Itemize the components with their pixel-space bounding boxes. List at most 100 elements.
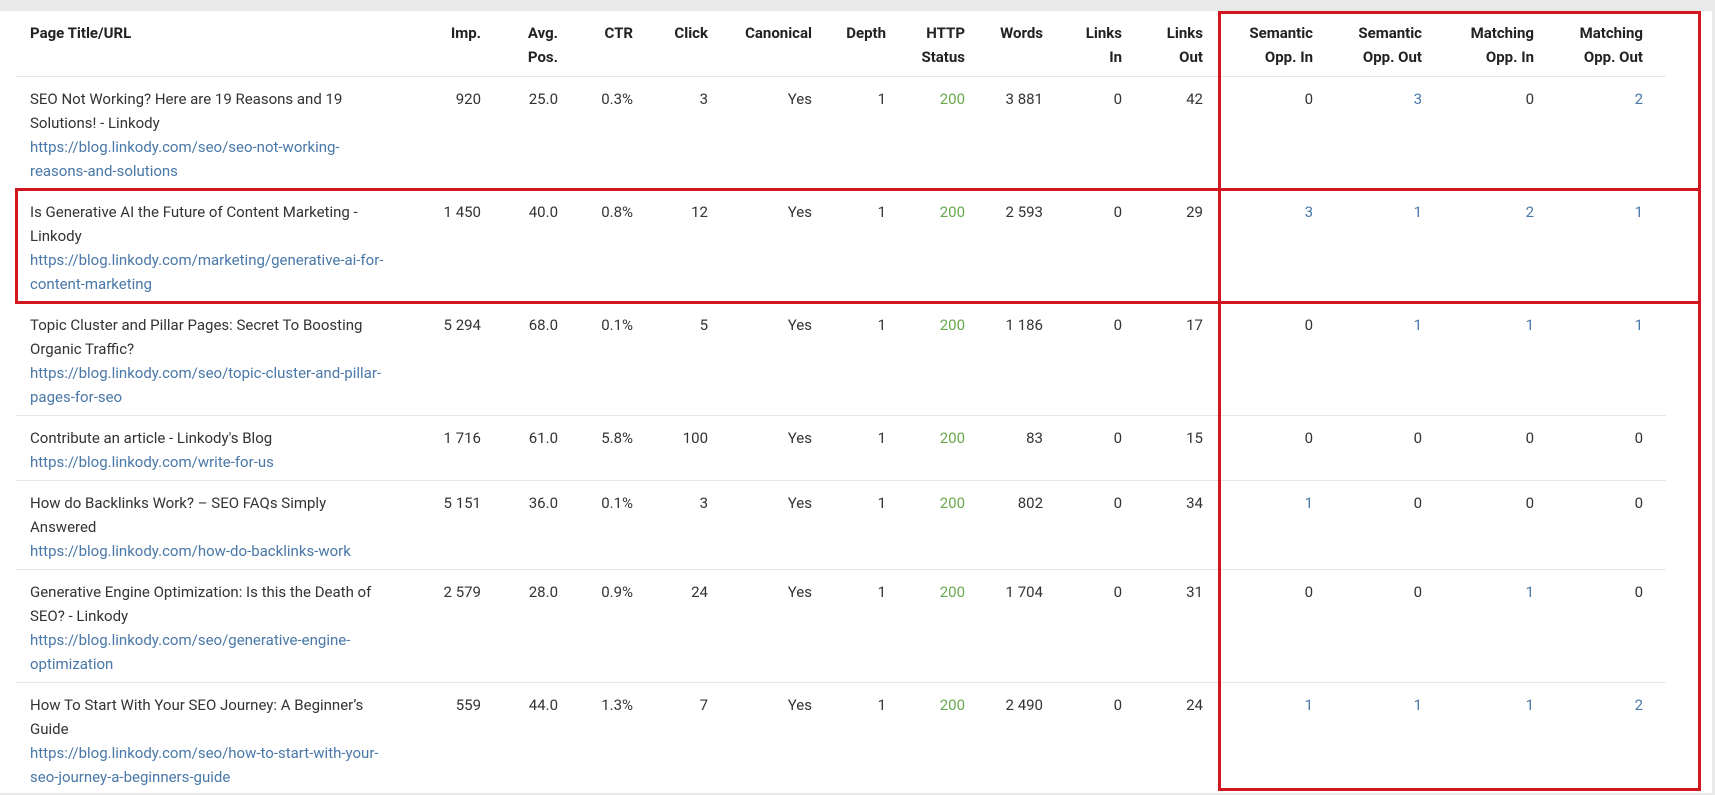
table-cell: 1	[1525, 316, 1534, 334]
header-text: Canonical	[745, 24, 812, 42]
table-cell: 83	[1026, 429, 1043, 447]
table-cell: 1	[877, 203, 886, 221]
table-cell: 1	[877, 583, 886, 601]
table-cell: 36.0	[528, 494, 558, 512]
table-cell: 1	[877, 316, 886, 334]
table-cell: 0	[1413, 583, 1422, 601]
table-cell: 0	[1113, 316, 1122, 334]
table-cell: 0	[1113, 696, 1122, 714]
table-row: SEO Not Working? Here are 19 Reasons and…	[16, 77, 1666, 190]
table-cell: 0.8%	[601, 203, 633, 221]
header-text: Semantic	[1249, 24, 1313, 42]
table: Page Title/URL Imp. Avg. Pos. CTR Click Canoni…	[16, 11, 1666, 795]
table-cell: Yes	[787, 429, 812, 447]
table-cell: 200	[939, 583, 965, 601]
table-cell: 29	[1186, 203, 1203, 221]
table-cell: 200	[939, 429, 965, 447]
header-text: Out	[1179, 48, 1203, 66]
table-cell: 28.0	[528, 583, 558, 601]
page-cell: Topic Cluster and Pillar Pages: Secret T…	[16, 303, 420, 415]
header-cell: Links In	[1043, 11, 1122, 76]
header-cell: Page Title/URL	[16, 11, 420, 76]
table-cell: 5 294	[443, 316, 481, 334]
table-cell: 0	[1634, 429, 1643, 447]
table-cell: 0	[1113, 90, 1122, 108]
table-cell: 920	[455, 90, 481, 108]
table-cell: 0.3%	[601, 90, 633, 108]
table-cell: 3 881	[1005, 90, 1043, 108]
page-title: How To Start With Your SEO Journey: A Be…	[30, 696, 364, 738]
header-cell: Semantic Opp. Out	[1313, 11, 1422, 76]
page-url[interactable]: https://blog.linkody.com/seo/how-to-star…	[30, 744, 379, 786]
header-cell: Matching Opp. Out	[1534, 11, 1666, 76]
table-cell: 559	[455, 696, 481, 714]
table-cell: 1.3%	[601, 696, 633, 714]
panel: Page Title/URL Imp. Avg. Pos. CTR Click Canoni…	[0, 11, 1712, 793]
header-text: Page Title/URL	[30, 24, 132, 42]
table-cell: 1	[1304, 494, 1313, 512]
table-cell: 15	[1186, 429, 1203, 447]
header-text: Opp. In	[1485, 48, 1534, 66]
header-text: Pos.	[527, 48, 558, 66]
header-cell: CTR	[558, 11, 633, 76]
header-cell: Canonical	[708, 11, 812, 76]
page-url[interactable]: https://blog.linkody.com/seo/topic-clust…	[30, 364, 382, 406]
header-text: Links	[1166, 24, 1203, 42]
table-cell: 1	[1525, 696, 1534, 714]
table-cell: 200	[939, 696, 965, 714]
table-cell: 200	[939, 316, 965, 334]
table-cell: 25.0	[528, 90, 558, 108]
page-cell: Generative Engine Optimization: Is this …	[16, 570, 420, 682]
page-url[interactable]: https://blog.linkody.com/seo/seo-not-wor…	[30, 138, 340, 180]
table-cell: 5	[699, 316, 708, 334]
header-text: In	[1109, 48, 1122, 66]
header-text: Click	[674, 24, 708, 42]
table-cell: 0	[1304, 90, 1313, 108]
page-title: Is Generative AI the Future of Content M…	[30, 203, 358, 245]
table-cell: 1 186	[1005, 316, 1043, 334]
page-url[interactable]: https://blog.linkody.com/marketing/gener…	[30, 251, 384, 293]
table-cell: 12	[691, 203, 708, 221]
header-cell: Imp.	[420, 11, 481, 76]
header-cell: Words	[965, 11, 1043, 76]
table-cell: 0	[1413, 429, 1422, 447]
header-cell: Semantic Opp. In	[1203, 11, 1313, 76]
table-cell: 5.8%	[601, 429, 633, 447]
table-cell: 0	[1525, 494, 1534, 512]
header-text: CTR	[604, 24, 633, 42]
table-cell: 42	[1186, 90, 1203, 108]
header-text: Words	[1000, 24, 1043, 42]
header-cell: Avg. Pos.	[481, 11, 558, 76]
header-text: Depth	[846, 24, 886, 42]
table-cell: 0	[1304, 316, 1313, 334]
page-cell: Is Generative AI the Future of Content M…	[16, 190, 420, 302]
table-cell: 3	[1413, 90, 1422, 108]
page-title: Generative Engine Optimization: Is this …	[30, 583, 372, 625]
table-cell: 0	[1113, 583, 1122, 601]
table-cell: 0.1%	[601, 316, 633, 334]
table-cell: 0	[1525, 429, 1534, 447]
table-cell: 0	[1525, 90, 1534, 108]
table-cell: 1	[1413, 203, 1422, 221]
header-cell: Matching Opp. In	[1422, 11, 1534, 76]
table-row: Topic Cluster and Pillar Pages: Secret T…	[16, 303, 1666, 416]
table-cell: Yes	[787, 696, 812, 714]
header-row: Page Title/URL Imp. Avg. Pos. CTR Click Canoni…	[16, 11, 1666, 77]
header-text: Avg.	[527, 24, 558, 42]
page-cell: How To Start With Your SEO Journey: A Be…	[16, 683, 420, 795]
header-text: Opp. In	[1264, 48, 1313, 66]
table-cell: 68.0	[528, 316, 558, 334]
table-cell: 0.9%	[601, 583, 633, 601]
table-cell: 1	[1413, 696, 1422, 714]
page-url[interactable]: https://blog.linkody.com/write-for-us	[30, 453, 274, 471]
table-cell: 40.0	[528, 203, 558, 221]
page-url[interactable]: https://blog.linkody.com/how-do-backlink…	[30, 542, 351, 560]
page-url[interactable]: https://blog.linkody.com/seo/generative-…	[30, 631, 351, 673]
table-cell: 0	[1113, 203, 1122, 221]
table-cell: 1	[877, 429, 886, 447]
table-cell: 100	[682, 429, 708, 447]
table-cell: Yes	[787, 316, 812, 334]
table-cell: 24	[1186, 696, 1203, 714]
table-cell: 7	[699, 696, 708, 714]
